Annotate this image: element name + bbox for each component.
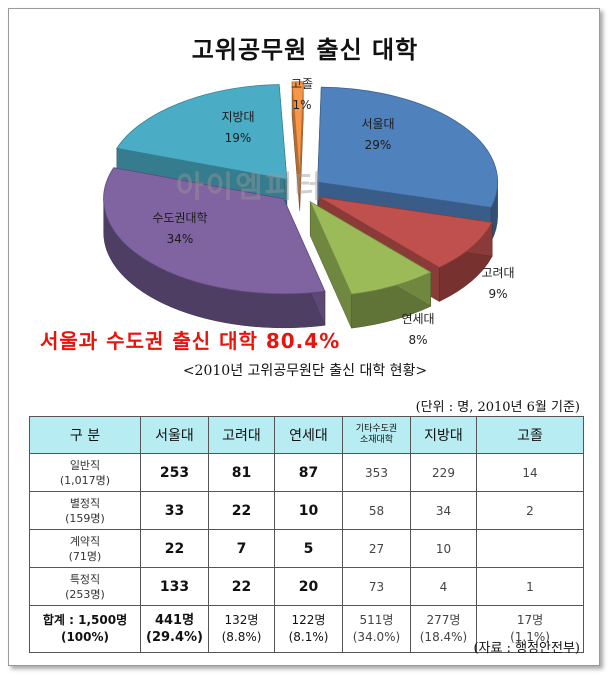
table-cell: 10 [274,491,343,530]
table-cell [476,529,584,568]
chart-title: 고위공무원 출신 대학 [191,36,419,64]
table-cell: 73 [342,567,411,606]
pie-chart: 서울대 29% 고려대 9% 연세대 8% 수도권대학 34% 지방대 19% 고졸 1% [103,77,515,347]
table-cell: 4 [410,567,477,606]
header-high-school: 고졸 [476,416,584,454]
row-category: 특정직 (253명) [29,567,141,606]
header-korea: 고려대 [208,416,275,454]
watermark: 아이엠피터 [176,170,324,205]
table-cell: 22 [208,491,275,530]
table-cell: 133 [140,567,209,606]
table-cell: 34 [410,491,477,530]
table-cell: 22 [140,529,209,568]
table-row: 특정직 (253명) 133 22 20 73 4 1 [29,567,584,606]
header-other-capital: 기타수도권 소재대학 [342,416,411,454]
slice-label-2: 연세대 [401,312,434,326]
table-cell: 132명 (8.8%) [208,605,275,653]
slice-pct-label-3: 34% [167,232,194,246]
table-subtitle: <2010년 고위공무원단 출신 대학 현황> [182,363,428,379]
slice-pct-label-2: 8% [408,333,427,347]
unit-note: (단위 : 명, 2010년 6월 기준) [415,400,580,415]
table-cell: 441명 (29.4%) [140,605,209,653]
slice-pct-label-5: 1% [292,98,311,112]
header-category: 구 분 [29,416,141,454]
header-seoul: 서울대 [140,416,209,454]
table-row: 별정직 (159명) 33 22 10 58 34 2 [29,491,584,530]
row-category: 별정직 (159명) [29,491,141,530]
slice-label-0: 서울대 [361,117,394,131]
slice-label-5: 고졸 [291,77,313,91]
table-cell: 17명 (1.1%) [476,605,584,653]
table-cell: 22 [208,567,275,606]
slice-pct-label-1: 9% [488,287,507,301]
table-cell: 20 [274,567,343,606]
table-cell: 14 [476,453,584,492]
table-cell: 27 [342,529,411,568]
table-cell: 277명 (18.4%) [410,605,477,653]
slice-label-4: 지방대 [221,110,254,124]
table-cell: 253 [140,453,209,492]
data-table: 구 분 서울대 고려대 연세대 기타수도권 소재대학 지방대 고졸 일반직 (1… [29,416,584,653]
slice-pct-label-0: 29% [365,138,392,152]
header-yonsei: 연세대 [274,416,343,454]
table-cell: 229 [410,453,477,492]
table-cell: 58 [342,491,411,530]
table-cell: 33 [140,491,209,530]
row-category: 일반직 (1,017명) [29,453,141,492]
table-cell: 7 [208,529,275,568]
table-cell: 81 [208,453,275,492]
row-category: 계약직 (71명) [29,529,141,568]
header-regional: 지방대 [410,416,477,454]
table-cell: 10 [410,529,477,568]
table-cell: 5 [274,529,343,568]
table-cell: 87 [274,453,343,492]
pie-slice-3 [103,167,326,329]
table-row: 일반직 (1,017명) 253 81 87 353 229 14 [29,453,584,492]
headline-annotation: 서울과 수도권 출신 대학 80.4% [40,329,341,353]
table-cell: 1 [476,567,584,606]
slice-pct-label-4: 19% [225,131,252,145]
source-note: (자료 : 행정안전부) [473,641,580,656]
table-total-row: 합계 : 1,500명 (100%) 441명 (29.4%) 132명 (8.… [29,605,584,653]
slice-label-3: 수도권대학 [152,211,207,225]
pie-slice-5 [291,81,304,211]
table-cell: 122명 (8.1%) [274,605,343,653]
table-cell: 511명 (34.0%) [342,605,411,653]
row-category: 합계 : 1,500명 (100%) [29,605,141,653]
table-cell: 2 [476,491,584,530]
table-header-row: 구 분 서울대 고려대 연세대 기타수도권 소재대학 지방대 고졸 [29,416,584,454]
slice-label-1: 고려대 [481,266,514,280]
table-cell: 353 [342,453,411,492]
pie-slice-2 [309,200,432,329]
table-row: 계약직 (71명) 22 7 5 27 10 [29,529,584,568]
